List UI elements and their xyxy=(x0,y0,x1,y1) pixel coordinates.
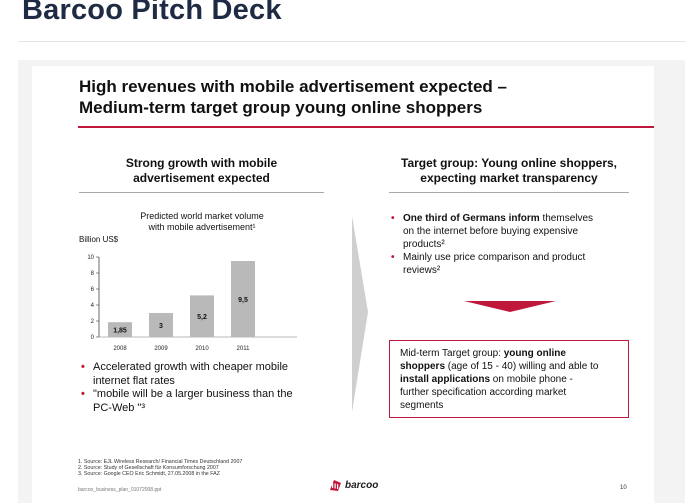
page-title: Barcoo Pitch Deck xyxy=(22,0,282,26)
bar xyxy=(190,295,214,337)
bar-value-label: 1,85 xyxy=(113,328,127,335)
barcoo-logo-text: barcoo xyxy=(345,479,379,491)
footnote-1: 1. Source: EJL Wireless Research/ Financ… xyxy=(78,459,243,465)
bar xyxy=(149,313,173,337)
box-line-3a: install applications xyxy=(400,374,491,385)
box-line-2a: shoppers xyxy=(400,361,446,372)
slide: High revenues with mobile advertisement … xyxy=(32,66,654,503)
y-tick-label: 10 xyxy=(87,255,94,261)
chart-caption: Predicted world market volume with mobil… xyxy=(112,211,292,233)
left-bullet-1: • Accelerated growth with cheaper mobile… xyxy=(81,361,331,388)
chart-caption-line-1: Predicted world market volume xyxy=(140,211,264,221)
right-bullet-1-bold: One third of Germans inform xyxy=(403,213,540,224)
bar xyxy=(108,322,132,337)
barcoo-logo-icon xyxy=(330,480,341,491)
x-tick-label: 2008 xyxy=(113,346,127,352)
left-bullet-2: • "mobile will be a larger business than… xyxy=(81,388,331,415)
slide-title-line-2: Medium-term target group young online sh… xyxy=(79,98,483,117)
bullet-marker: • xyxy=(391,213,395,224)
slide-title-line-1: High revenues with mobile advertisement … xyxy=(79,77,507,96)
market-volume-chart: 0 2 4 6 8 10 1,85 2008 3 2009 5,2 2010 9,5 2011 xyxy=(87,255,297,352)
box-line-1b: young online xyxy=(503,348,566,359)
right-bullet-1-rest: themselves xyxy=(539,213,594,224)
y-tick-label: 8 xyxy=(91,271,95,277)
bar-value-label: 9,5 xyxy=(238,297,248,304)
y-tick-label: 6 xyxy=(91,287,95,293)
right-bullet-2: • Mainly use price comparison and produc… xyxy=(391,251,631,277)
chart-unit-label: Billion US$ xyxy=(79,235,119,244)
target-group-box: Mid-term Target group: young online shop… xyxy=(389,340,629,418)
left-bullet-1-line-2: internet flat rates xyxy=(93,374,175,387)
bullet-marker: • xyxy=(81,388,85,400)
box-line-2b: (age of 15 - 40) willing and able to xyxy=(445,361,599,372)
right-bullet-1-line-2: on the internet before buying expensive xyxy=(403,226,579,237)
slide-title: High revenues with mobile advertisement … xyxy=(79,76,619,118)
box-line-3b: on mobile phone - xyxy=(490,374,573,385)
right-bullet-2-line-1: Mainly use price comparison and product xyxy=(403,252,586,263)
right-bullet-1-line-3: products² xyxy=(403,239,445,250)
y-tick-label: 0 xyxy=(91,335,95,341)
chart-caption-line-2: with mobile advertisement¹ xyxy=(148,222,256,232)
bar-value-label: 5,2 xyxy=(197,314,207,321)
right-header-line-1: Target group: Young online shoppers, xyxy=(401,156,617,170)
box-line-4: further specification according market xyxy=(400,387,567,398)
bar xyxy=(231,261,255,337)
left-header-line-1: Strong growth with mobile xyxy=(125,156,278,170)
left-pane-header: Strong growth with mobile advertisement … xyxy=(79,156,324,186)
chevron-divider-icon xyxy=(352,216,368,412)
footnote-2: 2. Source: Study of Gesellschaft für Kon… xyxy=(78,465,219,472)
y-tick-label: 2 xyxy=(91,319,95,325)
left-bullet-2-line-2: PC-Web "³ xyxy=(93,401,145,414)
footnote-3: 3. Source: Google CEO Eric Schmidt, 27.0… xyxy=(78,471,220,478)
x-tick-label: 2009 xyxy=(154,346,168,352)
y-tick-label: 4 xyxy=(91,303,95,309)
right-header-line-2: expecting market transparency xyxy=(420,171,598,185)
right-bullet-2-line-2: reviews² xyxy=(403,265,441,276)
file-name: barcoo_business_plan_01072008.ppt xyxy=(78,487,162,493)
page-number: 10 xyxy=(620,485,627,491)
bullet-marker: • xyxy=(81,361,85,373)
left-header-line-2: advertisement expected xyxy=(133,171,270,185)
footnotes: 1. Source: EJL Wireless Research/ Financ… xyxy=(78,459,242,478)
left-bullet-1-line-1: Accelerated growth with cheaper mobile xyxy=(93,361,289,373)
barcoo-logo: barcoo xyxy=(328,477,378,493)
right-pane-rule xyxy=(389,192,629,193)
box-line-1a: Mid-term Target group: xyxy=(400,348,504,359)
title-underline xyxy=(78,126,654,128)
left-pane-rule xyxy=(79,192,324,193)
left-bullet-list: • Accelerated growth with cheaper mobile… xyxy=(81,361,331,415)
x-tick-label: 2010 xyxy=(195,346,209,352)
title-divider xyxy=(18,41,686,42)
x-tick-label: 2011 xyxy=(237,346,251,352)
bullet-marker: • xyxy=(391,252,395,263)
down-arrow-icon xyxy=(464,301,556,312)
bar-value-label: 3 xyxy=(159,323,163,330)
right-bullet-1: • One third of Germans inform themselves… xyxy=(391,212,631,251)
box-line-5: segments xyxy=(400,400,444,411)
right-pane-header: Target group: Young online shoppers, exp… xyxy=(389,156,629,186)
right-bullet-list: • One third of Germans inform themselves… xyxy=(391,212,631,277)
left-bullet-2-line-1: "mobile will be a larger business than t… xyxy=(93,388,293,400)
